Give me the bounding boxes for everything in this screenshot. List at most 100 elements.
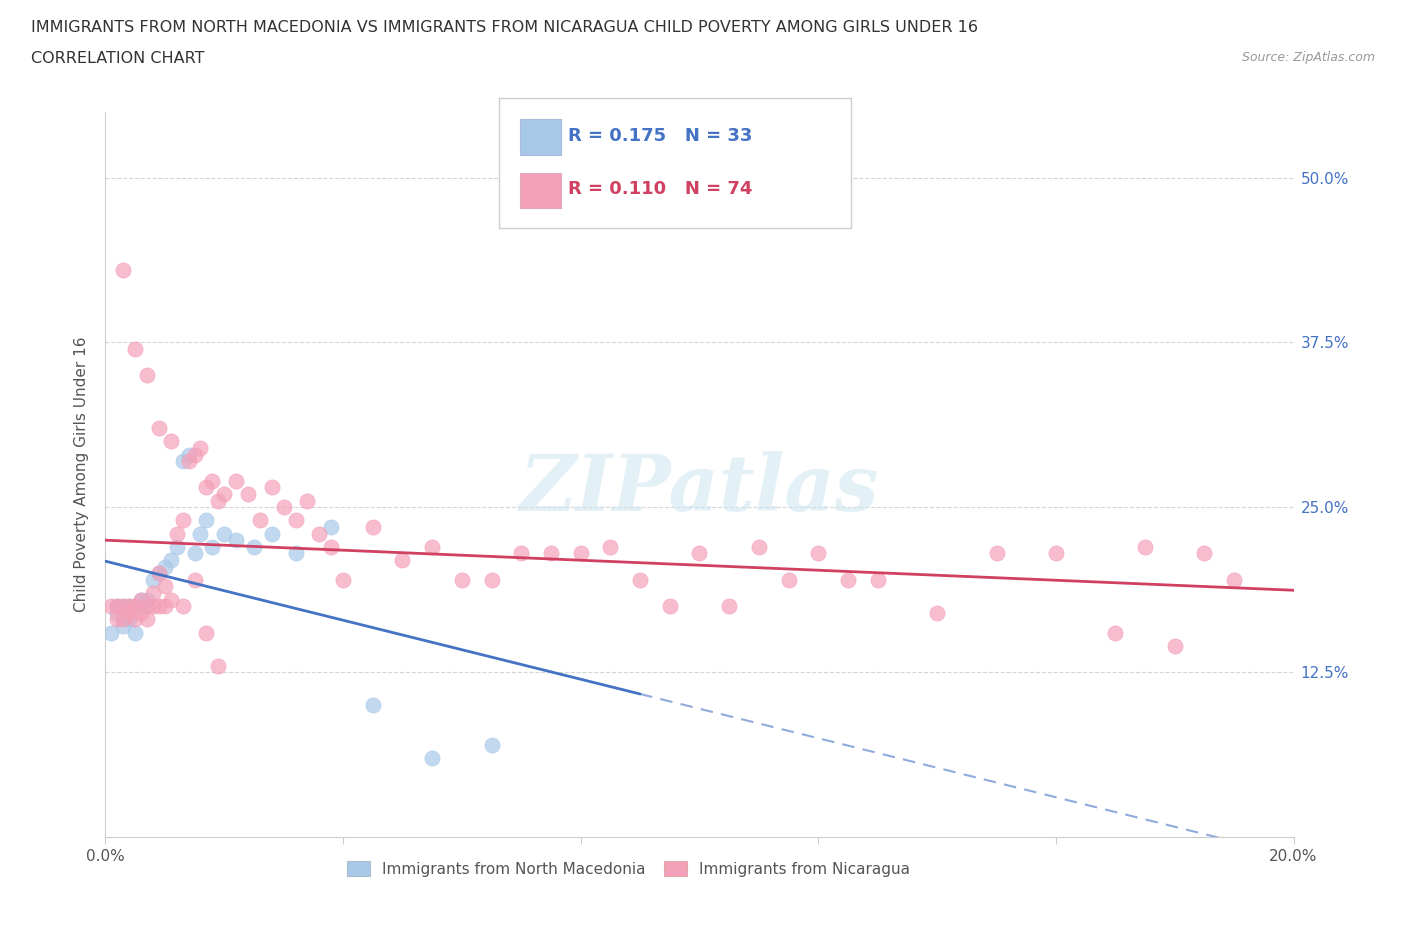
Point — [124, 599, 146, 614]
Point — [391, 552, 413, 567]
Text: ZIPatlas: ZIPatlas — [520, 450, 879, 527]
Point — [159, 552, 181, 567]
Point — [136, 592, 159, 607]
Point — [332, 572, 354, 587]
Point — [207, 658, 229, 673]
Point — [1223, 572, 1246, 587]
Point — [100, 625, 122, 640]
Point — [136, 599, 159, 614]
Point — [177, 454, 200, 469]
Point — [148, 599, 170, 614]
Point — [481, 737, 503, 752]
Point — [124, 341, 146, 356]
Point — [124, 612, 146, 627]
Point — [321, 520, 343, 535]
Text: R = 0.110   N = 74: R = 0.110 N = 74 — [568, 180, 752, 198]
Point — [837, 572, 859, 587]
Point — [361, 698, 384, 712]
Point — [1164, 638, 1187, 653]
Point — [986, 546, 1008, 561]
Point — [172, 454, 194, 469]
Point — [689, 546, 711, 561]
Point — [136, 612, 159, 627]
Point — [159, 434, 181, 449]
Point — [273, 499, 295, 514]
Point — [112, 262, 135, 277]
Point — [321, 539, 343, 554]
Point — [136, 368, 159, 383]
Point — [100, 599, 122, 614]
Point — [260, 526, 283, 541]
Point — [142, 572, 165, 587]
Point — [183, 447, 205, 462]
Text: R = 0.175   N = 33: R = 0.175 N = 33 — [568, 127, 752, 145]
Point — [1104, 625, 1126, 640]
Y-axis label: Child Poverty Among Girls Under 16: Child Poverty Among Girls Under 16 — [75, 337, 90, 612]
Point — [112, 612, 135, 627]
Point — [129, 592, 152, 607]
Point — [260, 480, 283, 495]
Point — [297, 493, 319, 508]
Point — [112, 599, 135, 614]
Point — [510, 546, 533, 561]
Point — [225, 533, 247, 548]
Point — [308, 526, 330, 541]
Point — [142, 586, 165, 601]
Point — [148, 565, 170, 580]
Point — [136, 599, 159, 614]
Point — [118, 599, 141, 614]
Point — [225, 473, 247, 488]
Point — [118, 612, 141, 627]
Point — [190, 526, 212, 541]
Point — [105, 605, 128, 620]
Point — [866, 572, 889, 587]
Point — [190, 441, 212, 456]
Point — [201, 473, 224, 488]
Point — [807, 546, 830, 561]
Text: IMMIGRANTS FROM NORTH MACEDONIA VS IMMIGRANTS FROM NICARAGUA CHILD POVERTY AMONG: IMMIGRANTS FROM NORTH MACEDONIA VS IMMIG… — [31, 20, 979, 35]
Point — [201, 539, 224, 554]
Point — [540, 546, 562, 561]
Point — [129, 605, 152, 620]
Point — [207, 493, 229, 508]
Point — [420, 539, 443, 554]
Point — [166, 526, 188, 541]
Point — [284, 513, 307, 528]
Point — [778, 572, 800, 587]
Point — [148, 565, 170, 580]
Point — [153, 559, 176, 574]
Point — [450, 572, 472, 587]
Point — [148, 420, 170, 435]
Point — [153, 599, 176, 614]
Point — [172, 599, 194, 614]
Point — [105, 599, 128, 614]
Point — [129, 592, 152, 607]
Point — [118, 605, 141, 620]
Point — [183, 546, 205, 561]
Point — [658, 599, 681, 614]
Point — [249, 513, 271, 528]
Text: CORRELATION CHART: CORRELATION CHART — [31, 51, 204, 66]
Point — [718, 599, 741, 614]
Point — [166, 539, 188, 554]
Point — [129, 599, 152, 614]
Point — [105, 599, 128, 614]
Point — [153, 579, 176, 594]
Point — [118, 599, 141, 614]
Point — [183, 572, 205, 587]
Legend: Immigrants from North Macedonia, Immigrants from Nicaragua: Immigrants from North Macedonia, Immigra… — [347, 860, 910, 876]
Point — [243, 539, 266, 554]
Point — [195, 513, 218, 528]
Point — [124, 599, 146, 614]
Point — [195, 480, 218, 495]
Point — [177, 447, 200, 462]
Point — [284, 546, 307, 561]
Point — [214, 486, 236, 501]
Point — [112, 618, 135, 633]
Point — [420, 751, 443, 765]
Point — [236, 486, 259, 501]
Point — [1194, 546, 1216, 561]
Point — [628, 572, 651, 587]
Point — [748, 539, 770, 554]
Point — [599, 539, 621, 554]
